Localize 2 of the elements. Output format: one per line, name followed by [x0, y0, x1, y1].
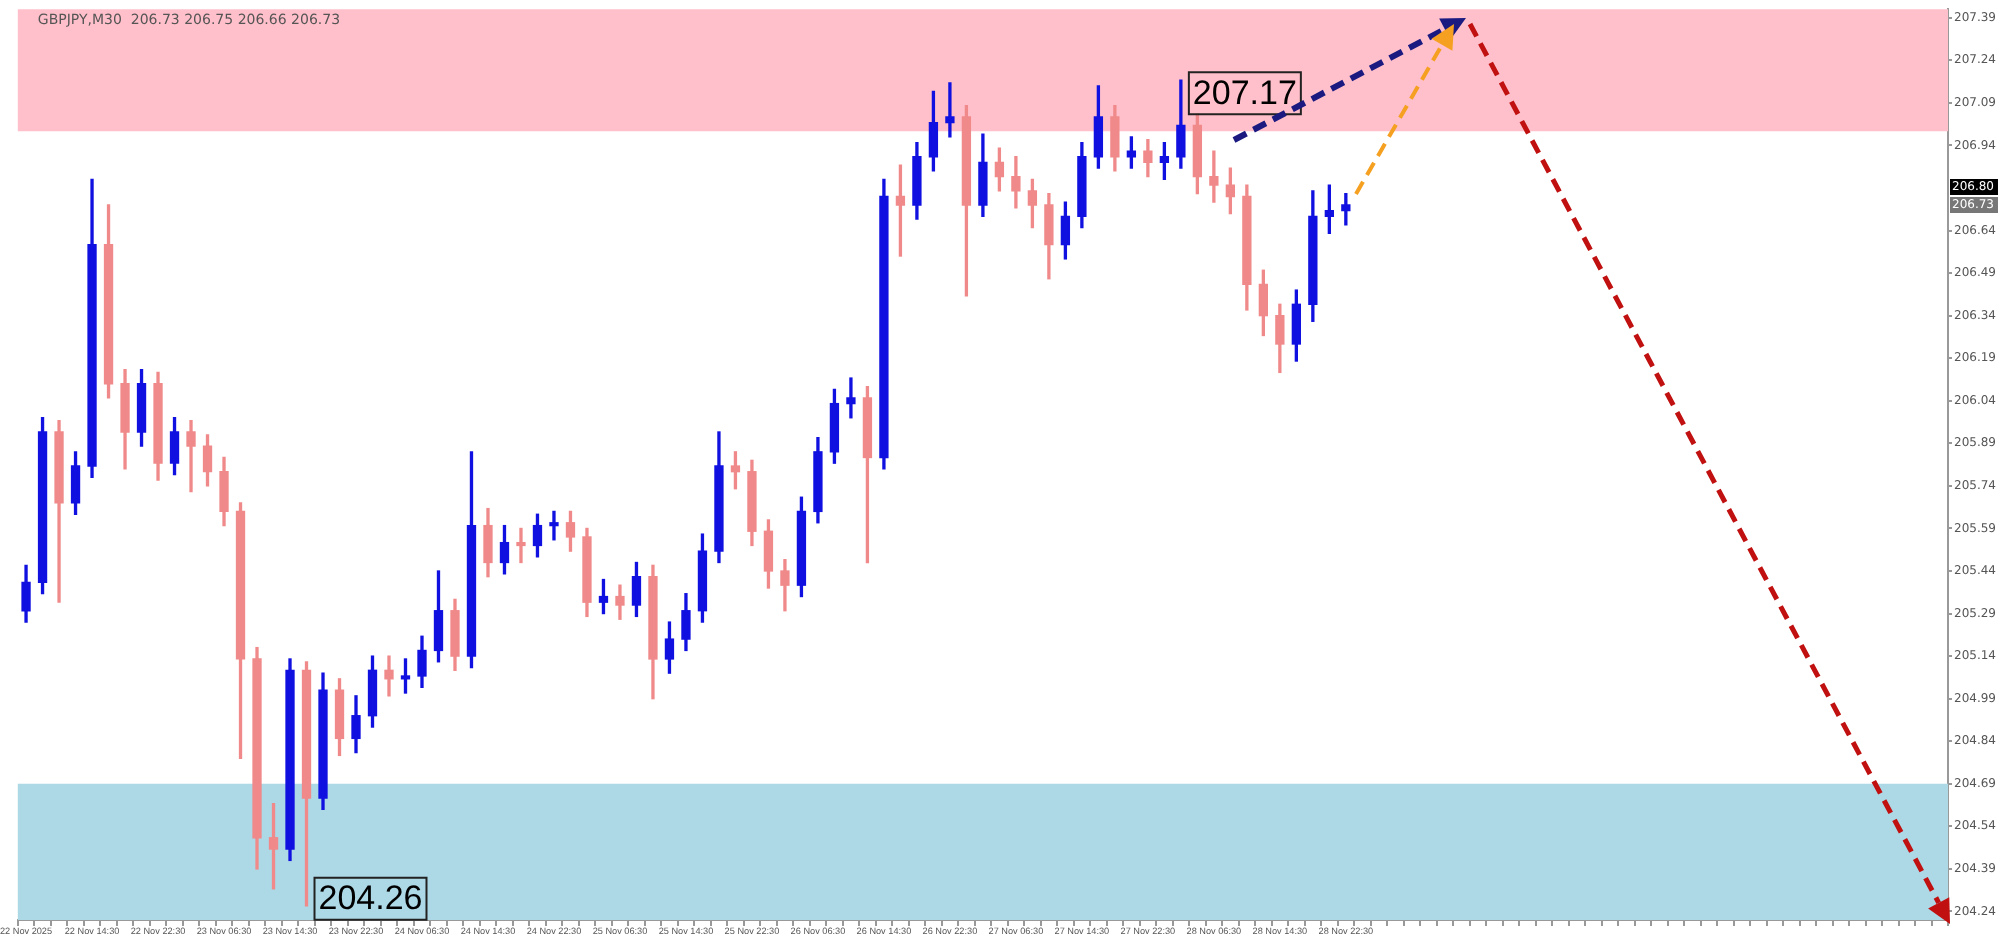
- annotation: 204.26: [318, 879, 423, 918]
- annotation: 207.17: [1192, 73, 1297, 112]
